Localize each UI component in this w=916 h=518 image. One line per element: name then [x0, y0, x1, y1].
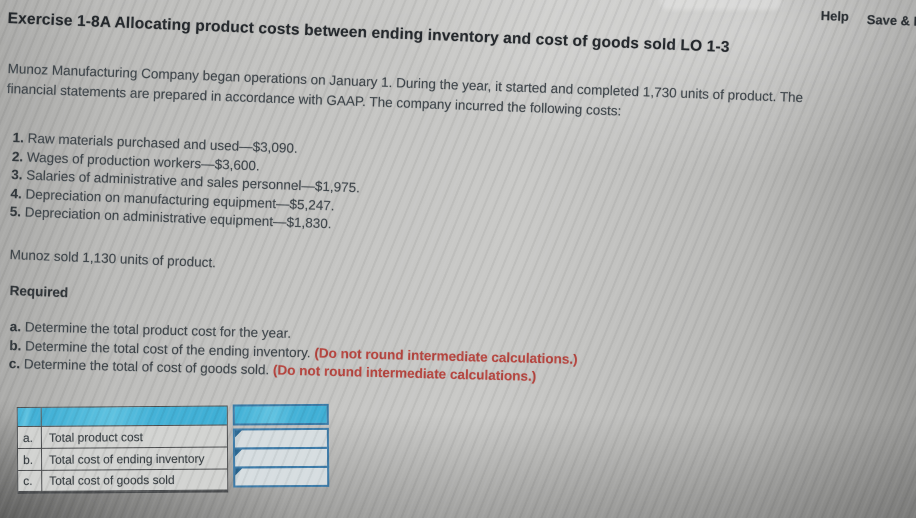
intro-paragraph: Munoz Manufacturing Company began operat…: [7, 59, 804, 128]
cell-corner-marker-icon: [235, 449, 243, 457]
cost-number: 5.: [9, 204, 22, 220]
table-header-cell: [41, 406, 227, 427]
required-heading: Required: [9, 283, 69, 301]
input-column-header: [232, 403, 329, 426]
requirements-list: a. Determine the total product cost for …: [9, 318, 579, 388]
row-label: Total cost of ending inventory: [41, 447, 228, 471]
row-letter: a.: [17, 426, 42, 449]
answer-table-labels: a. Total product cost b. Total cost of e…: [16, 405, 229, 494]
units-sold-line: Munoz sold 1,130 units of product.: [9, 247, 217, 271]
cost-number: 2.: [11, 148, 24, 165]
requirement-letter: a.: [9, 318, 22, 335]
answer-input-c[interactable]: [233, 465, 330, 488]
cell-corner-marker-icon: [234, 430, 242, 438]
help-link[interactable]: Help: [820, 8, 850, 24]
row-label: Total cost of goods sold: [42, 469, 228, 492]
row-letter: c.: [18, 470, 43, 492]
cost-list: 1. Raw materials purchased and used—$3,0…: [9, 129, 361, 235]
cost-number: 1.: [12, 129, 25, 146]
cell-corner-marker-icon: [235, 468, 243, 476]
row-label: Total product cost: [41, 425, 227, 449]
page-title: Exercise 1-8A Allocating product costs b…: [7, 10, 730, 56]
row-letter: b.: [17, 448, 43, 471]
table-header-cell: [17, 407, 42, 427]
screen-glare: [660, 0, 782, 10]
cost-number: 4.: [10, 185, 23, 202]
answer-input-column: [232, 403, 330, 488]
answer-table: a. Total product cost b. Total cost of e…: [16, 402, 330, 496]
input-stack: [232, 427, 330, 488]
requirement-letter: c.: [8, 356, 21, 372]
requirement-letter: b.: [9, 337, 22, 353]
save-exit-link[interactable]: Save & E: [866, 12, 916, 29]
cost-number: 3.: [10, 167, 23, 183]
